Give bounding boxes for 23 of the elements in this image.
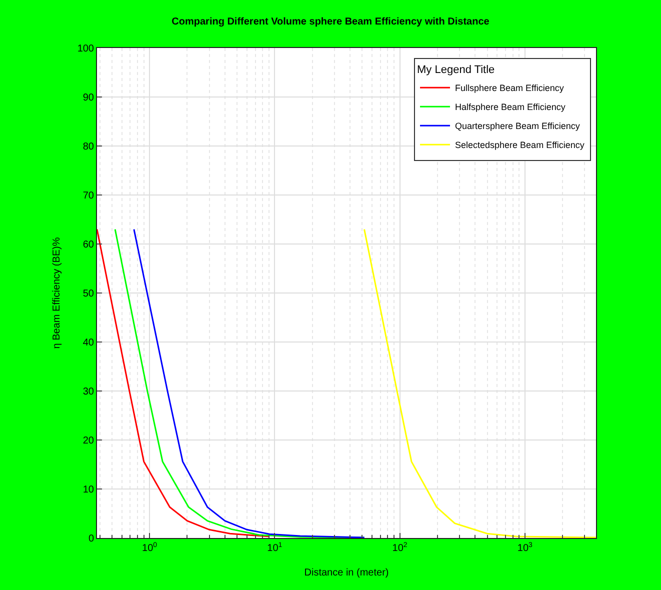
x-tick-label: 10$^{0}$ (142, 542, 158, 554)
legend-label: Selectedsphere Beam Efficiency (455, 140, 585, 150)
x-axis-title: Distance in (meter) (304, 568, 389, 578)
y-tick-label: 20 (82, 436, 94, 446)
y-tick-label: 30 (82, 386, 94, 398)
y-tick-label: 100 (77, 44, 94, 54)
y-tick-label: 0 (88, 534, 94, 544)
y-axis-title: η Beam Efficiency (BE)% (51, 237, 62, 349)
x-tick-label: 10$^{2}$ (392, 542, 408, 554)
y-tick-label: 10 (82, 484, 94, 496)
y-tick-label: 40 (82, 338, 94, 348)
legend-title: My Legend Title (417, 64, 495, 76)
x-tick-label: 10$^{3}$ (517, 542, 533, 554)
legend-label: Halfsphere Beam Efficiency (455, 102, 566, 112)
y-tick-label: 90 (82, 92, 94, 104)
y-tick-label: 60 (82, 240, 94, 250)
chart-title: Comparing Different Volume sphere Beam Efficiency with Distance (172, 16, 490, 28)
y-tick-label: 50 (82, 288, 94, 300)
legend-label: Quartersphere Beam Efficiency (455, 121, 580, 132)
legend-label: Fullsphere Beam Efficiency (455, 83, 564, 94)
y-tick-label: 80 (82, 142, 94, 152)
y-tick-label: 70 (82, 190, 94, 202)
x-tick-label: 10$^{1}$ (267, 542, 282, 554)
